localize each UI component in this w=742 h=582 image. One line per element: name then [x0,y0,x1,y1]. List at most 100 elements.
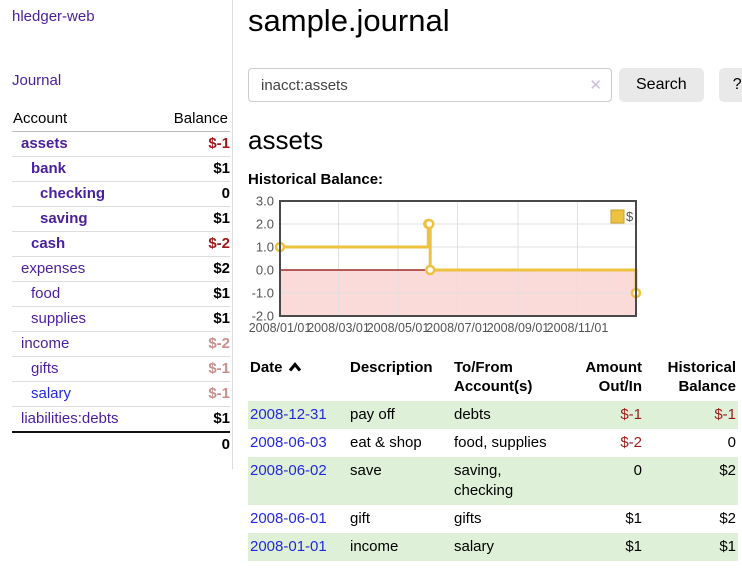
app-root: hledger-web Journal Account Balance asse… [0,0,742,561]
transaction-date-link[interactable]: 2008-01-01 [250,538,327,555]
account-balance: $-2 [153,231,230,257]
account-row: bank $1 [12,156,230,182]
transaction-date-link[interactable]: 2008-12-31 [250,406,327,423]
transaction-amount-cell: $-2 [620,434,642,451]
account-row: salary $-1 [12,381,230,407]
account-row: food $1 [12,281,230,307]
account-row: saving $1 [12,206,230,232]
chart-y-tick-label: 1.0 [256,240,274,255]
account-link[interactable]: food [31,285,61,302]
transaction-balance-cell: $1 [719,538,736,555]
transaction-accounts-cell: gifts [454,510,482,527]
chart-y-tick-label: 3.0 [256,194,274,209]
account-balance: $1 [153,406,230,433]
account-row: cash $-2 [12,231,230,257]
register-tbody: 2008-12-31 pay off debts $-1 $-1 2008-06-03 ea… [248,401,738,561]
chart-x-tick-label: 2008/07/01 [426,321,489,335]
chart-y-tick-label: 2.0 [256,217,274,232]
accounts-header-balance: Balance [153,108,230,132]
register-row: 2008-12-31 pay off debts $-1 $-1 [248,401,738,429]
chart-legend-label: $ [626,209,634,224]
transaction-description-cell: gift [350,510,371,527]
register-row: 2008-06-03 eat & shop food, supplies $-2 0 [248,429,738,457]
account-link[interactable]: gifts [31,360,59,377]
transaction-description-cell: save [350,462,382,479]
chart-x-tick-label: 2008/11/01 [547,321,609,335]
account-heading: assets [248,125,324,155]
transaction-amount-cell: $1 [625,538,642,555]
account-row: checking 0 [12,181,230,207]
account-link[interactable]: income [21,335,70,352]
accounts-total-balance: 0 [153,431,230,457]
column-header-description: Description [350,359,433,376]
chart-y-tick-label: -1.0 [252,286,274,301]
app-title-link[interactable]: hledger-web [12,8,95,25]
account-balance: $-1 [153,131,230,157]
transaction-amount-cell: 0 [633,462,642,479]
transaction-date-link[interactable]: 2008-06-02 [250,462,327,479]
search-box: ✕ [248,68,612,102]
account-row: gifts $-1 [12,356,230,382]
transaction-date-link[interactable]: 2008-06-01 [250,510,327,527]
account-balance: $-2 [153,331,230,357]
sidebar-item-journal[interactable]: Journal [12,72,62,89]
accounts-header-account: Account [12,108,154,132]
sidebar: hledger-web Journal Account Balance asse… [0,0,233,469]
accounts-tbody: assets $-1 bank $1 checking 0 saving $1 cash $-2 e… [12,131,230,433]
account-balance: $-1 [153,356,230,382]
account-link[interactable]: assets [21,135,68,152]
register-row: 2008-06-02 save saving, checking 0 $2 [248,457,738,505]
transaction-accounts-cell: salary [454,538,495,555]
historical-balance-chart: $3.0 2.0 1.0 0.0 -1.0 -2.0 2008/01/01 2008/03/0… [248,194,742,342]
account-balance: $1 [153,156,230,182]
account-balance: $1 [153,206,230,232]
account-row: expenses $2 [12,256,230,282]
accounts-total-spacer [12,431,154,457]
chart-title: Historical Balance: [248,171,384,188]
register-row: 2008-01-01 income salary $1 $1 [248,533,738,561]
chart-y-tick-label: 0.0 [256,263,274,278]
chart-data-point [423,218,435,230]
account-link[interactable]: expenses [21,260,86,277]
register-table: Date Description To/From Account(s) Amou… [248,356,738,561]
search-button[interactable]: Search [619,68,704,102]
chart-plot-border [279,200,637,317]
chart-x-tick-label: 2008/09/01 [487,321,550,335]
transaction-date-cell: 2008-12-31 [248,401,348,429]
account-link[interactable]: salary [31,385,72,402]
transaction-balance-cell: $-1 [714,406,736,423]
transaction-balance-cell: $2 [719,462,736,479]
transaction-date-cell: 2008-06-01 [248,505,348,533]
search-row: ✕ Search ? [248,68,742,102]
column-header-amount: Amount Out/In [585,359,642,395]
account-balance: $1 [153,281,230,307]
transaction-date-cell: 2008-06-02 [248,457,348,505]
search-input[interactable] [248,68,612,102]
register-header-row: Date Description To/From Account(s) Amou… [248,356,738,401]
account-link[interactable]: liabilities:debts [21,410,119,427]
accounts-table: Account Balance assets $-1 bank $1 checking 0… [12,108,230,457]
account-link[interactable]: checking [40,185,106,202]
chart-svg: $3.0 2.0 1.0 0.0 -1.0 -2.02008/01/012008/03/0… [249,194,642,335]
account-link[interactable]: saving [40,210,88,227]
clear-search-icon[interactable]: ✕ [589,77,602,94]
account-row: liabilities:debts $1 [12,406,230,433]
transaction-accounts-cell: debts [454,406,491,423]
transaction-date-link[interactable]: 2008-06-03 [250,434,327,451]
transaction-amount-cell: $-1 [620,406,642,423]
account-link[interactable]: cash [31,235,66,252]
help-button[interactable]: ? [718,68,742,102]
account-link[interactable]: supplies [31,310,87,327]
account-link[interactable]: bank [31,160,67,177]
account-balance: $1 [153,306,230,332]
sort-ascending-icon [288,362,301,372]
column-header-date[interactable]: Date [248,356,348,401]
account-balance: $2 [153,256,230,282]
account-row: assets $-1 [12,131,230,157]
chart-x-tick-label: 2008/01/01 [249,321,312,335]
account-row: income $-2 [12,331,230,357]
column-header-balance: Historical Balance [667,359,736,395]
register-row: 2008-06-01 gift gifts $1 $2 [248,505,738,533]
transaction-balance-cell: $2 [719,510,736,527]
chart-x-tick-label: 2008/03/01 [307,321,370,335]
